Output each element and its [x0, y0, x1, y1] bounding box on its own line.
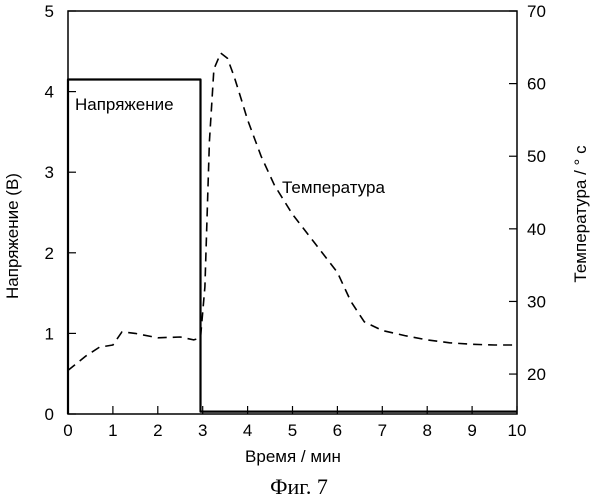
x-tick-label: 1 [108, 421, 117, 440]
x-tick-label: 10 [508, 421, 527, 440]
x-tick-label: 9 [467, 421, 476, 440]
x-tick-label: 7 [378, 421, 387, 440]
y-left-tick-label: 3 [45, 163, 54, 182]
x-tick-label: 4 [243, 421, 252, 440]
y-left-tick-label: 2 [45, 244, 54, 263]
x-tick-label: 0 [63, 421, 72, 440]
y-left-tick-label: 0 [45, 405, 54, 424]
y-left-tick-label: 1 [45, 324, 54, 343]
x-tick-label: 2 [153, 421, 162, 440]
x-tick-label: 6 [333, 421, 342, 440]
y-left-tick-label: 5 [45, 2, 54, 21]
y-axis-label-left: Напряжение (В) [3, 173, 22, 299]
x-tick-label: 8 [422, 421, 431, 440]
y-right-tick-label: 50 [527, 147, 546, 166]
y-right-tick-label: 30 [527, 292, 546, 311]
y-right-tick-label: 40 [527, 220, 546, 239]
series-label-voltage: Напряжение [75, 95, 174, 114]
x-axis-label: Время / мин [245, 447, 341, 466]
x-tick-label: 3 [198, 421, 207, 440]
figure-caption: Фиг. 7 [270, 474, 328, 499]
ticks-layer: 0 1 2 3 4 5 6 7 8 9 10 0 1 2 3 4 5 20 30 40 50 60 70 [45, 2, 546, 440]
y-right-tick-label: 60 [527, 75, 546, 94]
plot-area-frame [68, 11, 517, 414]
y-left-tick-label: 4 [45, 83, 54, 102]
voltage-line [68, 80, 517, 415]
y-axis-label-right: Температура / ° с [571, 145, 590, 283]
series-label-temperature: Температура [282, 178, 386, 197]
y-right-tick-label: 70 [527, 2, 546, 21]
x-tick-label: 5 [288, 421, 297, 440]
y-right-tick-label: 20 [527, 365, 546, 384]
